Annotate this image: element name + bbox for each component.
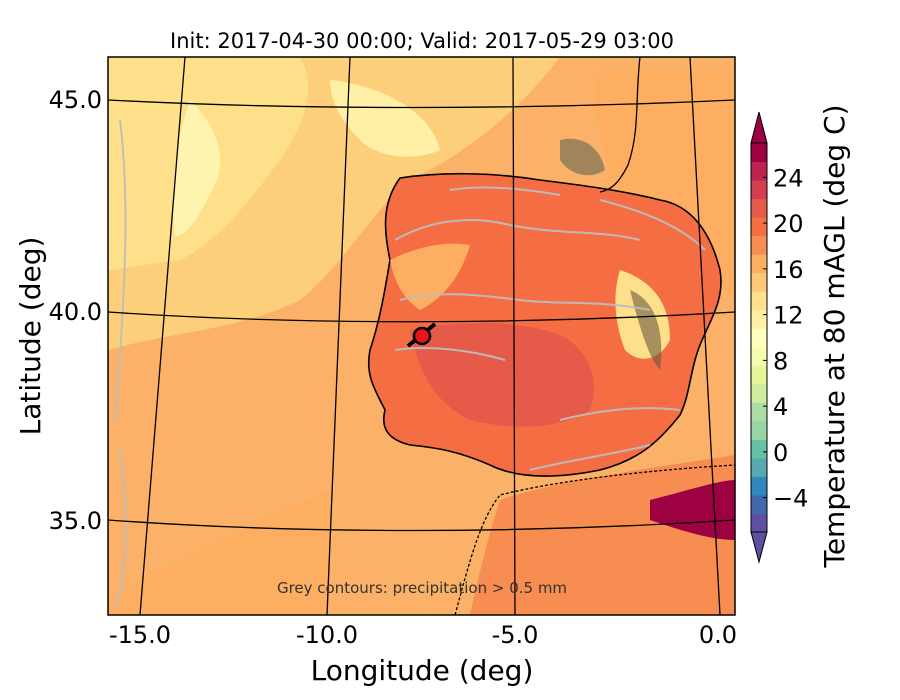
parallel-40 [108,311,735,323]
colorbar-tick-label: 8 [773,347,788,375]
south-ocean-warm [108,490,330,615]
colorbar-ticks: 24 20 16 12 8 4 0 −4 [763,164,808,513]
x-tick-label: 0.0 [699,621,737,649]
parallel-45 [108,99,735,109]
colorbar-band [751,346,767,366]
colorbar-band [751,439,767,459]
colorbar-band [751,180,767,200]
colorbar-band [751,513,767,533]
colorbar-band [751,402,767,422]
colorbar-band [751,254,767,274]
pyrenees-shade [560,138,605,176]
x-tick-label: -10.0 [296,621,358,649]
colorbar-band [751,494,767,514]
colorbar-band [751,161,767,181]
cold-tongue [173,100,221,236]
colorbar-arrow-top [750,111,768,144]
parallel-35 [108,519,735,532]
figure-title: Init: 2017-04-30 00:00; Valid: 2017-05-2… [170,29,674,53]
colorbar-tick-label: 24 [773,164,804,192]
colorbar-arrow-bottom [750,531,768,564]
meridian-15 [139,57,186,615]
precip-annotation: Grey contours: precipitation > 0.5 mm [277,579,567,597]
temperature-map: Grey contours: precipitation > 0.5 mm [108,57,735,615]
y-tick-label: 40.0 [49,298,102,326]
x-axis-label: Longitude (deg) [311,654,534,687]
meridian-10 [326,57,351,615]
colorbar-band [751,309,767,329]
colorbar-tick-label: 12 [773,302,804,330]
x-tick-label: -15.0 [109,621,171,649]
east-mountains-shade [630,290,662,370]
meridian-5 [512,57,516,615]
colorbar-tick-label: 20 [773,210,804,238]
station-marker [406,322,437,348]
colorbar-band [751,457,767,477]
colorbar-band [751,420,767,440]
x-axis: -15.0 -10.0 -5.0 0.0 Longitude (deg) [109,621,737,687]
colorbar-bands [751,143,767,533]
colorbar-tick-label: 16 [773,256,804,284]
colorbar-band [751,291,767,311]
north-africa-region [470,455,735,615]
y-tick-label: 35.0 [49,507,102,535]
colorbar-band [751,383,767,403]
colorbar-tick-label: 0 [773,439,788,467]
x-tick-label: -5.0 [492,621,539,649]
marker-dot [412,326,432,346]
colorbar-band [751,198,767,218]
africa-coastline [454,464,735,615]
colorbar-band [751,272,767,292]
map-frame [107,56,736,616]
colorbar-label: Temperature at 80 mAGL (deg C) [818,104,851,568]
colorbar: 24 20 16 12 8 4 0 −4 Temperature at 80 mAGL (de… [750,104,851,569]
precipitation-contours [114,119,706,611]
y-axis: 45.0 40.0 35.0 Latitude (deg) [14,86,102,535]
graticule [108,57,735,615]
y-axis-label: Latitude (deg) [14,237,47,436]
france-coastline [599,57,641,193]
y-tick-label: 45.0 [49,86,102,114]
cool-patch [330,80,440,157]
colorbar-frame [750,142,768,533]
colorbar-band [751,365,767,385]
colorbar-tick-label: 4 [773,393,788,421]
colorbar-tick-label: −4 [773,485,808,513]
colorbar-band [751,328,767,348]
colorbar-band [751,217,767,237]
colorbar-band [751,143,767,163]
meridian-0 [689,57,721,615]
colorbar-band [751,476,767,496]
iberia-nw-mild [390,243,470,310]
colorbar-band [751,235,767,255]
